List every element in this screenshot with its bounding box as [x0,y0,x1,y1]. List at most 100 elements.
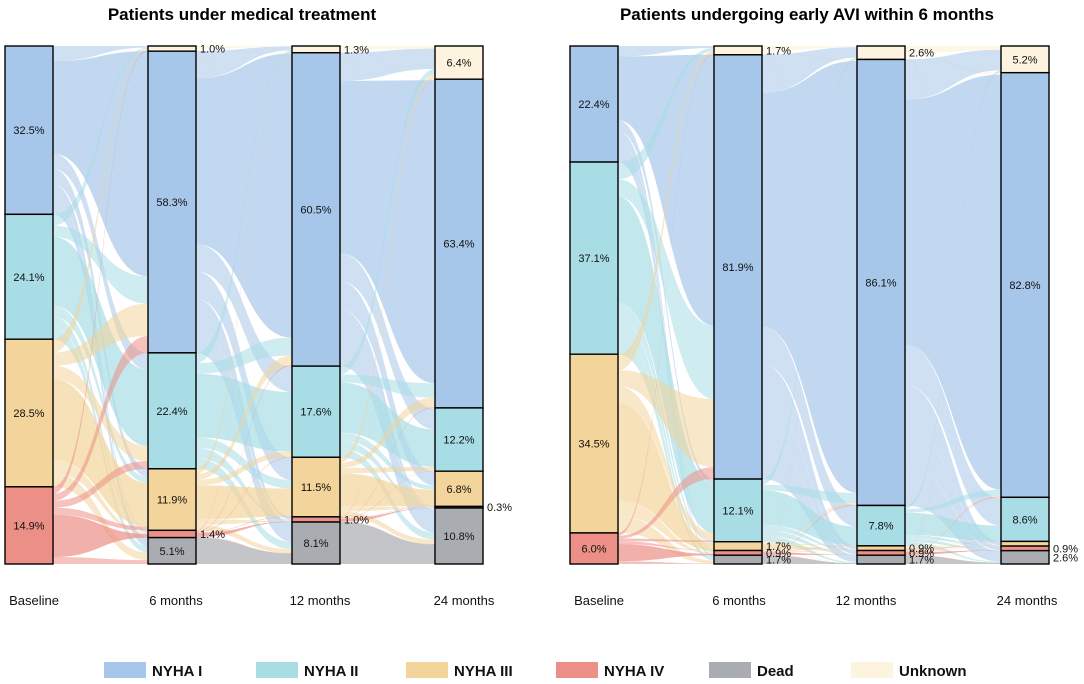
node-label-medical-t3-unknown: 6.4% [446,58,471,70]
flow-medical-2-nyha-iii-to-nyha-ii [340,466,435,474]
timepoint-label-avi-3: 24 months [997,593,1058,608]
flow-avi-2-nyha-ii-to-unknown [905,70,1001,510]
flow-avi-2-nyha-iv-to-dead [905,554,1001,563]
flow-medical-1-nyha-ii-to-unknown [196,50,292,364]
flow-medical-1-nyha-iii-to-nyha-iv [196,519,292,525]
timepoint-label-avi-0: Baseline [574,593,624,608]
timepoint-label-medical-2: 12 months [290,593,351,608]
flow-avi-0-nyha-iv-to-dead [618,561,714,564]
flow-avi-2-nyha-iii-to-nyha-iii [905,545,1001,550]
flow-avi-1-nyha-i-to-nyha-iii [762,364,857,550]
legend-swatch-nyha-ii [256,662,298,678]
node-avi-t1-unknown [713,45,763,56]
node-label-avi-t1-nyha-ii: 12.1% [722,505,753,517]
node-medical-t2-nyha-ii [291,365,341,458]
node-medical-t1-dead [147,536,197,565]
flow-medical-2-unknown-to-unknown [340,46,435,50]
node-medical-t3-nyha-i [434,78,484,409]
flow-avi-1-nyha-iv-to-nyha-iii [762,550,857,553]
flow-medical-0-nyha-ii-to-nyha-i [53,225,148,304]
node-avi-t3-nyha-ii [1000,496,1050,543]
node-medical-t1-nyha-i [147,50,197,354]
flow-avi-0-nyha-i-to-nyha-i [618,54,714,326]
node-label-medical-t0-nyha-iv: 14.9% [13,520,44,532]
legend-label-nyha-iv: NYHA IV [604,663,664,680]
flow-medical-2-nyha-iii-to-unknown [340,74,435,463]
flow-medical-0-nyha-iv-to-nyha-iii [53,507,148,531]
flow-medical-0-nyha-i-to-nyha-i [53,51,148,277]
flow-medical-1-nyha-iii-to-nyha-iii [196,485,292,520]
flow-medical-0-nyha-iii-to-unknown [53,48,148,353]
node-medical-t0-nyha-ii [4,213,54,340]
flow-avi-1-nyha-ii-to-nyha-iii [762,524,857,551]
flow-medical-2-nyha-ii-to-nyha-iv [340,440,435,508]
legend-swatch-nyha-iii [406,662,448,678]
flow-avi-1-nyha-iii-to-nyha-iii [762,544,857,551]
legend-swatch-nyha-i [104,662,146,678]
flow-avi-1-nyha-iv-to-nyha-i [762,504,857,552]
node-medical-t3-dead [434,507,484,565]
node-label-medical-t1-unknown: 1.0% [200,44,225,56]
flow-medical-2-nyha-iv-to-nyha-iv [340,507,435,522]
legend-label-nyha-i: NYHA I [152,663,202,680]
node-avi-t1-nyha-ii [713,478,763,543]
legend-label-nyha-ii: NYHA II [304,663,358,680]
flow-avi-1-nyha-iv-to-unknown [762,59,857,551]
node-label-avi-t2-nyha-iii: 0.9% [909,543,934,555]
node-label-medical-t1-nyha-iii: 11.9% [157,495,188,507]
flow-avi-2-nyha-i-to-nyha-ii [905,344,1001,526]
flow-medical-1-nyha-ii-to-nyha-iv [196,447,292,522]
node-label-avi-t1-nyha-iii: 1.7% [766,541,791,553]
chart-title-avi: Patients undergoing early AVI within 6 m… [620,5,994,24]
flow-medical-2-nyha-i-to-nyha-i [340,80,435,384]
flow-avi-2-nyha-i-to-nyha-i [905,74,1001,490]
timepoint-label-avi-2: 12 months [836,593,897,608]
node-label-medical-t2-nyha-ii: 17.6% [300,407,331,419]
node-label-medical-t0-nyha-i: 32.5% [13,125,44,137]
node-label-medical-t2-nyha-iv: 1.0% [344,514,369,526]
node-label-avi-t1-nyha-iv: 0.9% [766,548,791,560]
legend-label-dead: Dead [757,663,794,680]
flow-avi-1-nyha-ii-to-unknown [762,57,857,485]
flow-avi-1-nyha-iii-to-dead [762,549,857,564]
node-medical-t1-nyha-ii [147,352,197,470]
node-medical-t0-nyha-iii [4,338,54,488]
flow-avi-2-nyha-i-to-nyha-iv [905,425,1001,551]
flow-avi-2-nyha-iii-to-nyha-iv [905,549,1001,551]
flow-avi-0-nyha-ii-to-dead [618,336,714,561]
flow-medical-1-nyha-i-to-nyha-iii [196,271,292,480]
node-label-avi-t3-dead: 2.6% [1053,552,1078,564]
flow-medical-2-nyha-iii-to-nyha-i [340,397,435,469]
flow-avi-1-nyha-iii-to-nyha-i [762,503,857,544]
node-avi-t0-nyha-iii [569,353,619,534]
flow-avi-1-unknown-to-unknown [762,46,857,51]
flow-avi-0-nyha-iii-to-nyha-i [618,370,714,468]
flow-avi-1-nyha-i-to-nyha-iv [762,402,857,555]
flow-avi-1-nyha-iii-to-nyha-ii [762,543,857,546]
node-medical-t1-nyha-iii [147,468,197,532]
node-avi-t1-dead [713,554,763,565]
flow-avi-0-nyha-iv-to-nyha-iv [618,544,714,562]
flow-medical-2-dead-to-dead [340,522,435,564]
node-avi-t0-nyha-iv [569,532,619,565]
legend-swatch-dead [709,662,751,678]
flow-avi-1-nyha-i-to-unknown [762,47,857,93]
node-label-avi-t2-unknown: 2.6% [909,48,934,60]
node-avi-t2-dead [856,554,906,565]
flow-avi-0-nyha-iv-to-nyha-ii [618,538,714,542]
node-label-medical-t3-nyha-iii: 6.8% [446,484,471,496]
flow-avi-2-nyha-ii-to-nyha-iv [905,538,1001,551]
flow-avi-2-nyha-iii-to-dead [905,550,1001,563]
flow-medical-0-nyha-iii-to-nyha-iii [53,379,148,527]
flow-avi-1-nyha-iv-to-nyha-iv [762,552,857,556]
node-label-avi-t2-nyha-ii: 7.8% [868,521,893,533]
flow-avi-2-nyha-i-to-dead [905,465,1001,562]
flow-medical-1-nyha-iii-to-unknown [196,51,292,475]
flow-avi-0-nyha-ii-to-nyha-iv [618,319,714,553]
flow-medical-0-nyha-iv-to-nyha-ii [53,461,148,508]
flow-avi-2-nyha-ii-to-nyha-i [905,489,1001,513]
flow-medical-0-nyha-iv-to-nyha-i [53,335,148,501]
node-label-avi-t3-unknown: 5.2% [1012,54,1037,66]
flow-avi-0-nyha-iii-to-nyha-iii [618,402,714,551]
node-label-avi-t2-nyha-i: 86.1% [865,277,896,289]
